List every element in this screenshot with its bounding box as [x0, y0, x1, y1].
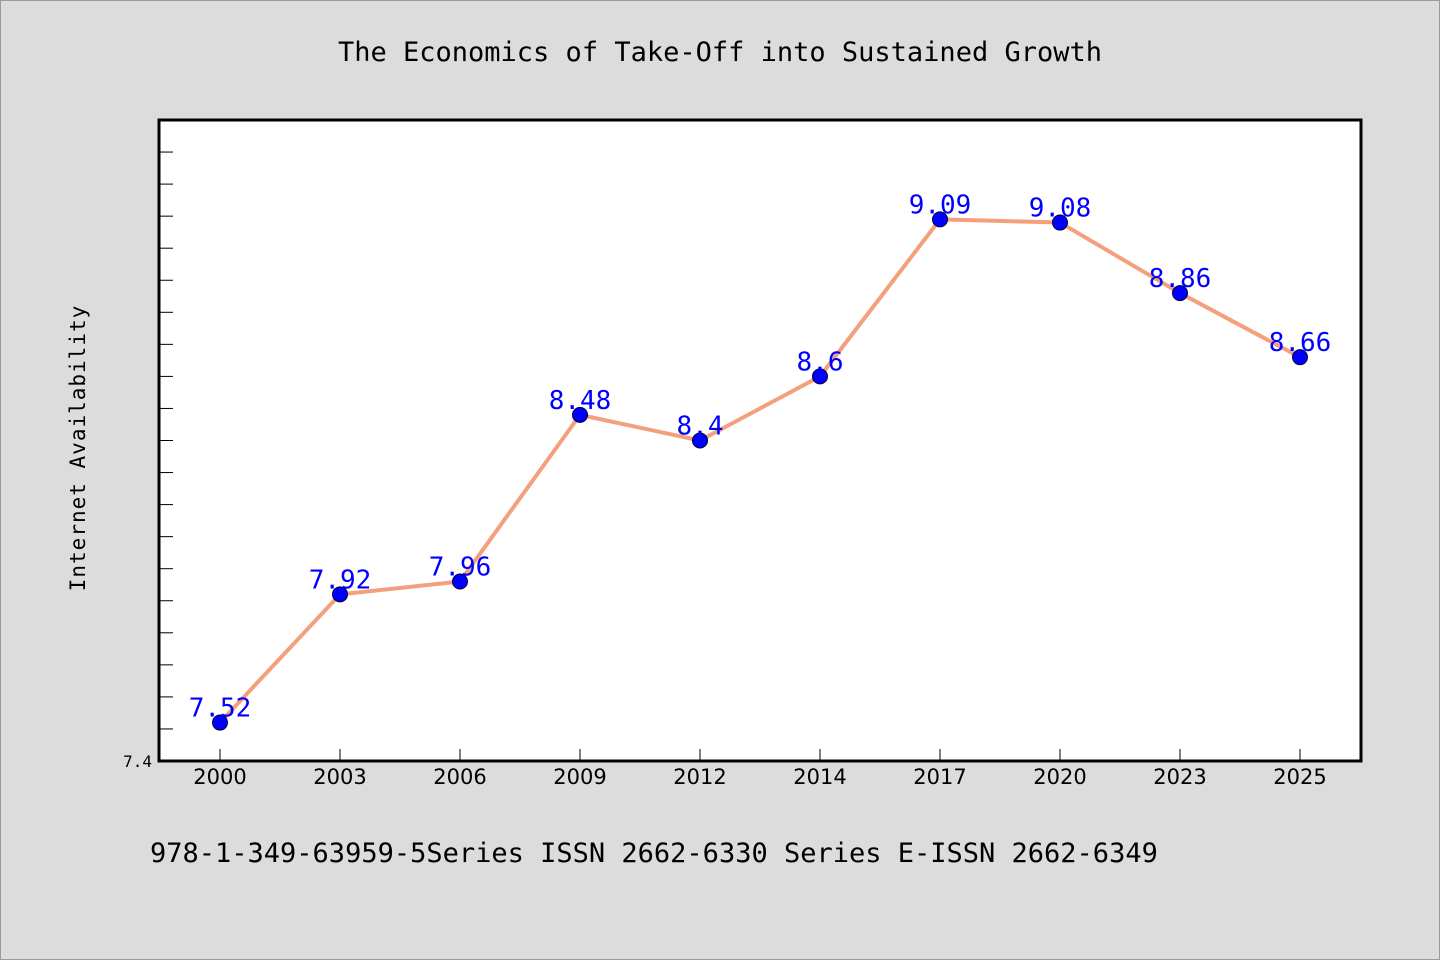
x-tick-label: 2009 — [553, 765, 606, 789]
data-label: 8.4 — [677, 412, 724, 442]
data-label: 8.66 — [1269, 328, 1332, 358]
series-markers — [212, 211, 1308, 731]
data-point — [932, 211, 948, 228]
data-point — [212, 714, 228, 731]
data-point — [1292, 349, 1308, 366]
data-point — [1172, 285, 1188, 302]
x-tick-label: 2014 — [793, 765, 846, 789]
data-label: 8.6 — [797, 347, 844, 377]
data-label: 7.52 — [189, 694, 252, 724]
x-tick-label: 2020 — [1033, 765, 1086, 789]
data-label: 8.86 — [1149, 264, 1212, 294]
data-label: 8.48 — [549, 386, 612, 416]
data-label: 9.09 — [909, 190, 972, 220]
data-point — [1052, 214, 1068, 231]
data-point — [692, 432, 708, 449]
data-point — [572, 406, 588, 423]
data-labels: 7.52 7.92 7.96 8.48 8.4 8.6 9.09 9.08 8.86 8.66 — [189, 190, 1332, 723]
x-axis-tick-labels: 2000 2003 2006 2009 2012 2014 2017 2020 2023 2025 — [193, 765, 1326, 789]
x-axis-ticks — [219, 749, 1301, 761]
x-tick-label: 2012 — [673, 765, 726, 789]
plot-area — [157, 118, 1363, 763]
series-line — [218, 217, 1301, 724]
x-tick-label: 2003 — [313, 765, 366, 789]
x-tick-label: 2025 — [1273, 765, 1326, 789]
data-point — [812, 368, 828, 385]
y-axis-ticks — [159, 151, 173, 762]
footer-isbn-issn: 978-1-349-63959-5Series ISSN 2662-6330 S… — [150, 838, 1158, 869]
y-tick-label-min: 7.4 — [123, 752, 152, 771]
x-tick-label: 2023 — [1153, 765, 1206, 789]
y-axis-label: Internet Availability — [66, 305, 90, 592]
x-tick-label: 2006 — [433, 765, 486, 789]
data-label: 7.96 — [429, 553, 492, 583]
data-label: 7.92 — [309, 565, 372, 595]
x-tick-label: 2017 — [913, 765, 966, 789]
x-tick-label: 2000 — [193, 765, 246, 789]
data-point — [332, 586, 348, 603]
data-label: 9.08 — [1029, 194, 1092, 224]
chart-title: The Economics of Take-Off into Sustained… — [338, 37, 1102, 68]
data-point — [452, 573, 468, 590]
